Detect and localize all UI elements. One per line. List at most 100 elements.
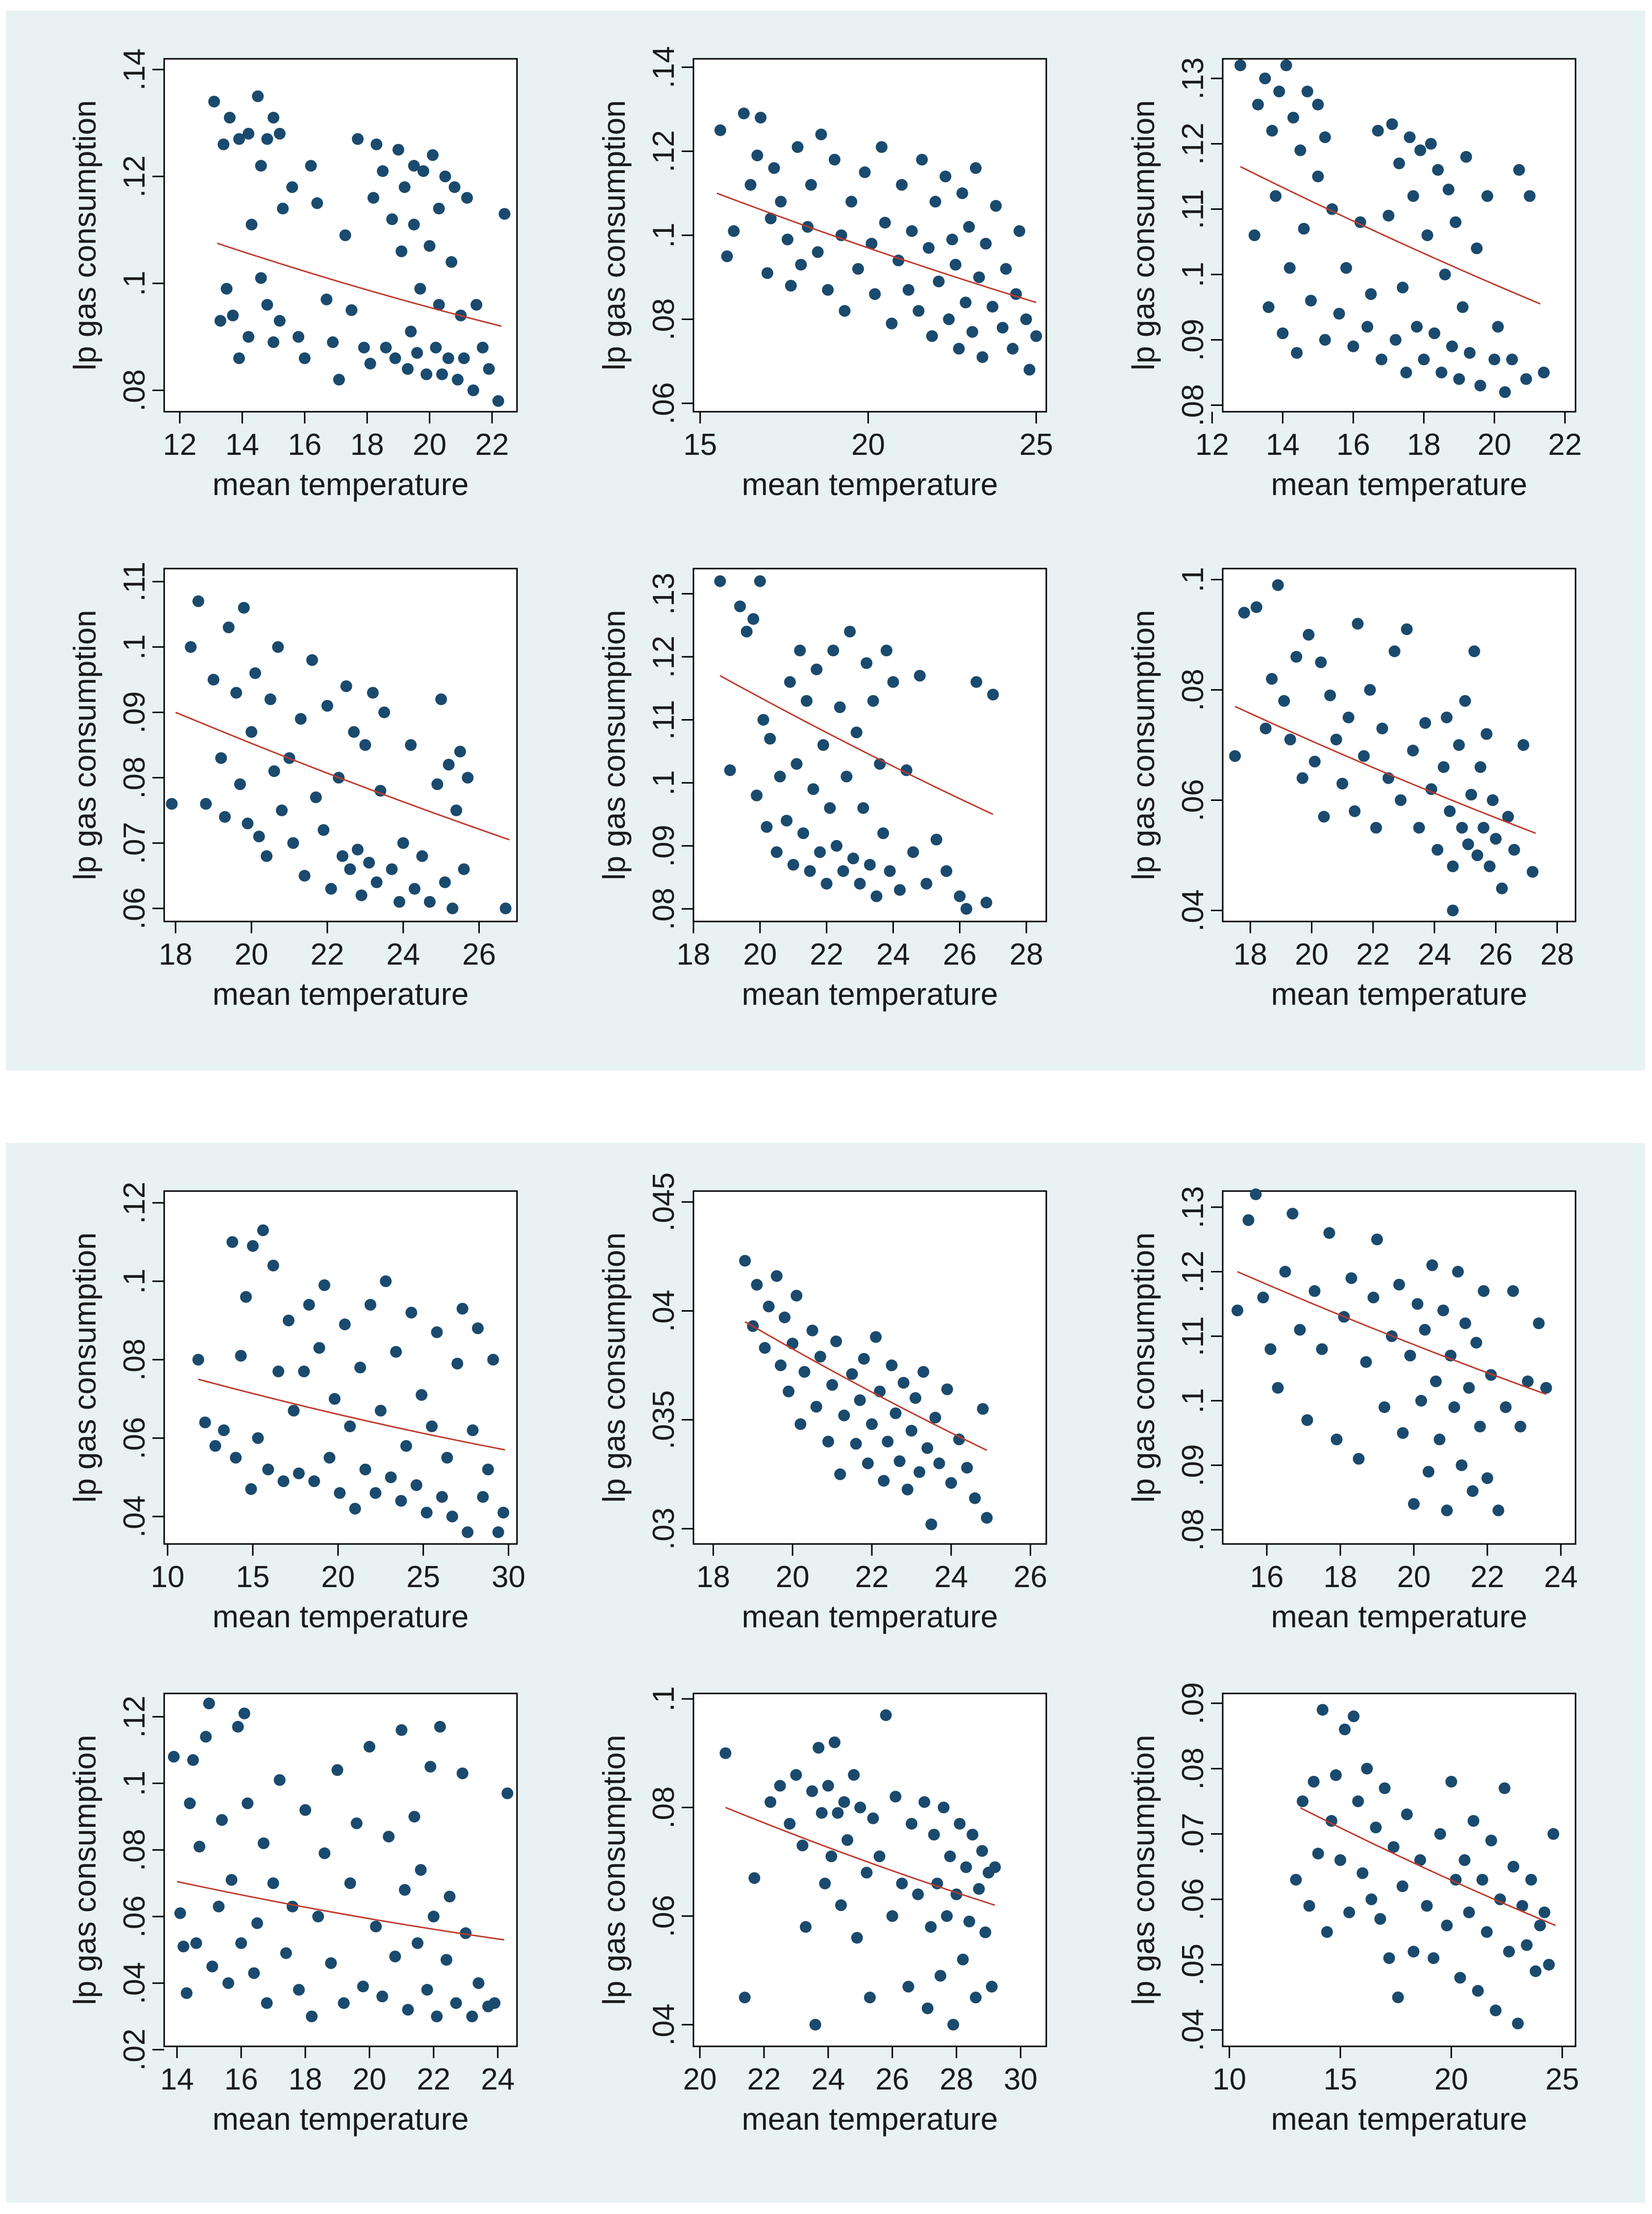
data-point <box>390 1346 402 1358</box>
data-point <box>783 1385 795 1397</box>
data-point <box>264 693 276 705</box>
data-point <box>770 1270 783 1282</box>
data-point <box>443 759 455 771</box>
data-point <box>969 1492 981 1504</box>
data-point <box>209 1440 222 1452</box>
data-point <box>795 259 807 271</box>
data-point <box>261 133 273 145</box>
data-point <box>293 1984 305 1996</box>
data-point <box>328 1393 341 1405</box>
data-point <box>364 1299 376 1311</box>
data-point <box>1294 1323 1306 1336</box>
data-point <box>472 1322 484 1334</box>
data-point <box>906 225 918 237</box>
data-point <box>340 680 352 692</box>
scatter-chart-7: 10 15 20 25 30 .04 .06 .08 .1 .12 mean temperature… <box>67 1182 525 1634</box>
data-point <box>814 846 826 858</box>
y-tick-label: .13 <box>1176 57 1210 100</box>
x-tick-label: 28 <box>939 2063 973 2096</box>
data-point <box>397 837 409 849</box>
data-point <box>831 840 843 852</box>
y-tick-label: .08 <box>1176 669 1210 711</box>
data-point <box>1013 225 1026 237</box>
y-tick-label: .04 <box>647 2004 681 2046</box>
data-point <box>986 300 999 313</box>
data-point <box>1430 1375 1442 1388</box>
data-point <box>303 1299 315 1311</box>
fit-line <box>198 1378 505 1451</box>
data-point <box>451 1358 464 1369</box>
data-point <box>820 877 833 890</box>
y-axis-title: lp gas consumption <box>596 100 632 370</box>
data-point <box>436 368 448 380</box>
data-point <box>1343 1906 1356 1918</box>
data-point <box>1414 1854 1427 1866</box>
x-tick-label: 14 <box>1266 428 1300 462</box>
y-tick-label: .04 <box>118 1495 151 1538</box>
data-point <box>810 1401 822 1413</box>
data-point <box>894 884 906 896</box>
data-point <box>233 133 245 145</box>
y-tick-label: .12 <box>1176 1250 1210 1293</box>
data-point <box>779 1311 791 1323</box>
y-tick-label: .05 <box>1176 1943 1210 1986</box>
data-point <box>499 902 512 915</box>
data-point <box>477 1491 489 1503</box>
data-point <box>352 133 364 145</box>
data-point <box>851 1932 863 1944</box>
fit-line <box>1237 1271 1547 1395</box>
data-point <box>1441 711 1453 723</box>
data-point <box>364 357 376 370</box>
data-point <box>1460 151 1472 163</box>
y-axis-title: lp gas consumption <box>67 1735 102 2005</box>
data-point <box>1382 210 1395 222</box>
data-point <box>395 1495 407 1507</box>
data-point <box>411 347 423 359</box>
data-point <box>433 202 445 215</box>
y-tick-label: .06 <box>1176 779 1210 821</box>
data-point <box>214 315 226 327</box>
data-point <box>933 275 945 288</box>
data-point <box>1453 373 1465 385</box>
data-point <box>405 325 417 338</box>
data-point <box>247 1240 259 1252</box>
plot-area <box>692 58 1047 413</box>
data-point <box>960 297 972 309</box>
data-point <box>864 1991 876 2004</box>
x-tick-label: 18 <box>677 938 711 971</box>
data-point <box>268 336 280 348</box>
x-axis-title: mean temperature <box>213 2101 469 2137</box>
data-point <box>1330 1769 1342 1781</box>
data-point <box>293 1468 305 1479</box>
data-point <box>1432 164 1444 176</box>
data-point <box>761 821 773 833</box>
y-tick-label: .13 <box>647 572 681 615</box>
data-point <box>472 1977 485 1989</box>
data-point <box>180 1987 193 1999</box>
data-point <box>970 676 983 688</box>
data-point <box>223 112 236 124</box>
data-point <box>1543 1959 1555 1971</box>
data-point <box>1414 144 1427 156</box>
y-tick-label: .08 <box>1176 1509 1210 1551</box>
x-tick-label: 24 <box>1418 938 1452 971</box>
data-point <box>1266 124 1278 137</box>
x-tick-label: 15 <box>236 1560 270 1594</box>
data-point <box>344 1877 356 1890</box>
data-point <box>1308 1285 1321 1297</box>
data-point <box>1450 216 1462 228</box>
data-point <box>785 279 797 292</box>
data-point <box>1352 618 1364 630</box>
data-point <box>344 863 356 875</box>
data-point <box>1418 353 1430 366</box>
data-point <box>775 196 787 208</box>
data-point <box>348 726 360 738</box>
data-point <box>822 1780 834 1792</box>
data-point <box>1370 821 1382 834</box>
data-point <box>905 1424 917 1437</box>
data-point <box>431 778 444 790</box>
y-tick-label: .08 <box>1176 384 1210 426</box>
data-point <box>1229 750 1241 762</box>
data-point <box>1514 1420 1527 1433</box>
data-point <box>408 219 420 231</box>
